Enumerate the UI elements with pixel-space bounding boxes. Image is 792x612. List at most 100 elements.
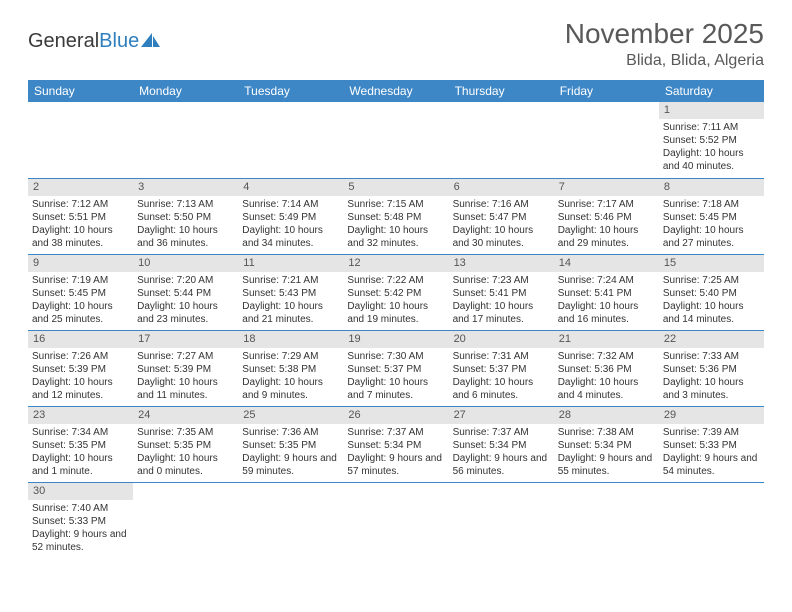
day-body: Sunrise: 7:40 AMSunset: 5:33 PMDaylight:… [28,500,133,557]
sunrise-text: Sunrise: 7:21 AM [242,274,339,287]
daylight-text: Daylight: 10 hours and 16 minutes. [558,300,655,326]
sunrise-text: Sunrise: 7:12 AM [32,198,129,211]
title-block: November 2025 Blida, Blida, Algeria [565,18,764,70]
calendar-cell: 15Sunrise: 7:25 AMSunset: 5:40 PMDayligh… [659,254,764,330]
daylight-text: Daylight: 9 hours and 56 minutes. [453,452,550,478]
calendar-cell-empty [28,102,133,178]
sunset-text: Sunset: 5:35 PM [32,439,129,452]
sunset-text: Sunset: 5:46 PM [558,211,655,224]
calendar-cell-empty [554,102,659,178]
weekday-header: Thursday [449,80,554,102]
sunset-text: Sunset: 5:36 PM [558,363,655,376]
sunset-text: Sunset: 5:43 PM [242,287,339,300]
sunset-text: Sunset: 5:42 PM [347,287,444,300]
sunset-text: Sunset: 5:45 PM [663,211,760,224]
sunrise-text: Sunrise: 7:13 AM [137,198,234,211]
day-number: 28 [554,407,659,424]
day-number: 17 [133,331,238,348]
day-number: 11 [238,255,343,272]
calendar-cell-empty [343,102,448,178]
calendar-cell-empty [133,482,238,558]
calendar-cell: 13Sunrise: 7:23 AMSunset: 5:41 PMDayligh… [449,254,554,330]
sunrise-text: Sunrise: 7:32 AM [558,350,655,363]
sunrise-text: Sunrise: 7:36 AM [242,426,339,439]
daylight-text: Daylight: 9 hours and 52 minutes. [32,528,129,554]
calendar-cell: 5Sunrise: 7:15 AMSunset: 5:48 PMDaylight… [343,178,448,254]
daylight-text: Daylight: 10 hours and 30 minutes. [453,224,550,250]
calendar-cell: 21Sunrise: 7:32 AMSunset: 5:36 PMDayligh… [554,330,659,406]
sunset-text: Sunset: 5:35 PM [137,439,234,452]
calendar-cell: 30Sunrise: 7:40 AMSunset: 5:33 PMDayligh… [28,482,133,558]
day-body: Sunrise: 7:37 AMSunset: 5:34 PMDaylight:… [343,424,448,481]
weekday-header-row: SundayMondayTuesdayWednesdayThursdayFrid… [28,80,764,102]
day-body: Sunrise: 7:32 AMSunset: 5:36 PMDaylight:… [554,348,659,405]
sunset-text: Sunset: 5:39 PM [32,363,129,376]
day-body: Sunrise: 7:21 AMSunset: 5:43 PMDaylight:… [238,272,343,329]
sunset-text: Sunset: 5:37 PM [453,363,550,376]
sunrise-text: Sunrise: 7:38 AM [558,426,655,439]
day-number: 3 [133,179,238,196]
sunrise-text: Sunrise: 7:40 AM [32,502,129,515]
daylight-text: Daylight: 10 hours and 14 minutes. [663,300,760,326]
calendar-cell: 27Sunrise: 7:37 AMSunset: 5:34 PMDayligh… [449,406,554,482]
weekday-header: Sunday [28,80,133,102]
calendar-cell-empty [554,482,659,558]
calendar-cell: 10Sunrise: 7:20 AMSunset: 5:44 PMDayligh… [133,254,238,330]
day-number: 21 [554,331,659,348]
calendar-row: 9Sunrise: 7:19 AMSunset: 5:45 PMDaylight… [28,254,764,330]
sunrise-text: Sunrise: 7:35 AM [137,426,234,439]
day-number: 5 [343,179,448,196]
day-body: Sunrise: 7:29 AMSunset: 5:38 PMDaylight:… [238,348,343,405]
sunrise-text: Sunrise: 7:11 AM [663,121,760,134]
calendar-cell: 3Sunrise: 7:13 AMSunset: 5:50 PMDaylight… [133,178,238,254]
calendar-row: 16Sunrise: 7:26 AMSunset: 5:39 PMDayligh… [28,330,764,406]
logo-sail-icon [141,30,161,53]
calendar-table: SundayMondayTuesdayWednesdayThursdayFrid… [28,80,764,558]
calendar-cell: 26Sunrise: 7:37 AMSunset: 5:34 PMDayligh… [343,406,448,482]
calendar-cell: 9Sunrise: 7:19 AMSunset: 5:45 PMDaylight… [28,254,133,330]
day-number: 29 [659,407,764,424]
weekday-header: Tuesday [238,80,343,102]
sunrise-text: Sunrise: 7:34 AM [32,426,129,439]
sunrise-text: Sunrise: 7:27 AM [137,350,234,363]
calendar-row: 30Sunrise: 7:40 AMSunset: 5:33 PMDayligh… [28,482,764,558]
logo-text-2: Blue [99,30,139,53]
sunrise-text: Sunrise: 7:26 AM [32,350,129,363]
calendar-cell: 11Sunrise: 7:21 AMSunset: 5:43 PMDayligh… [238,254,343,330]
sunrise-text: Sunrise: 7:17 AM [558,198,655,211]
day-number: 25 [238,407,343,424]
daylight-text: Daylight: 10 hours and 1 minute. [32,452,129,478]
sunrise-text: Sunrise: 7:15 AM [347,198,444,211]
day-body: Sunrise: 7:16 AMSunset: 5:47 PMDaylight:… [449,196,554,253]
daylight-text: Daylight: 9 hours and 55 minutes. [558,452,655,478]
day-number: 9 [28,255,133,272]
sunrise-text: Sunrise: 7:18 AM [663,198,760,211]
calendar-cell: 24Sunrise: 7:35 AMSunset: 5:35 PMDayligh… [133,406,238,482]
daylight-text: Daylight: 10 hours and 3 minutes. [663,376,760,402]
sunrise-text: Sunrise: 7:22 AM [347,274,444,287]
day-number: 6 [449,179,554,196]
calendar-cell-empty [238,102,343,178]
day-body: Sunrise: 7:11 AMSunset: 5:52 PMDaylight:… [659,119,764,176]
daylight-text: Daylight: 10 hours and 4 minutes. [558,376,655,402]
calendar-cell: 18Sunrise: 7:29 AMSunset: 5:38 PMDayligh… [238,330,343,406]
day-number: 8 [659,179,764,196]
logo-text-1: General [28,30,99,53]
calendar-cell: 28Sunrise: 7:38 AMSunset: 5:34 PMDayligh… [554,406,659,482]
day-number: 27 [449,407,554,424]
calendar-cell: 25Sunrise: 7:36 AMSunset: 5:35 PMDayligh… [238,406,343,482]
sunset-text: Sunset: 5:36 PM [663,363,760,376]
sunrise-text: Sunrise: 7:23 AM [453,274,550,287]
calendar-cell-empty [659,482,764,558]
calendar-cell-empty [449,482,554,558]
day-body: Sunrise: 7:37 AMSunset: 5:34 PMDaylight:… [449,424,554,481]
sunset-text: Sunset: 5:47 PM [453,211,550,224]
sunset-text: Sunset: 5:40 PM [663,287,760,300]
day-number: 15 [659,255,764,272]
daylight-text: Daylight: 10 hours and 0 minutes. [137,452,234,478]
sunset-text: Sunset: 5:38 PM [242,363,339,376]
daylight-text: Daylight: 10 hours and 7 minutes. [347,376,444,402]
daylight-text: Daylight: 10 hours and 9 minutes. [242,376,339,402]
day-number: 13 [449,255,554,272]
day-body: Sunrise: 7:25 AMSunset: 5:40 PMDaylight:… [659,272,764,329]
